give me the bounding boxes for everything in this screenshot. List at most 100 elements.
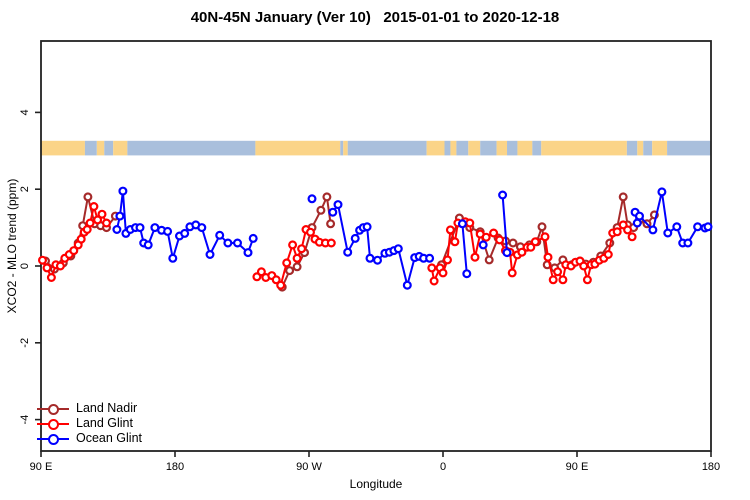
data-point [703, 222, 713, 232]
map-band-ocean-segment [347, 140, 427, 156]
data-point [326, 219, 336, 229]
data-point [478, 240, 488, 250]
map-band-ocean-segment [456, 140, 469, 156]
legend-item-ocean-glint: Ocean Glint [37, 431, 142, 446]
data-point [634, 211, 644, 221]
data-point [429, 276, 439, 286]
data-point [465, 218, 475, 228]
data-point [326, 238, 336, 248]
data-point [135, 223, 145, 233]
map-band [41, 140, 711, 156]
data-point [481, 232, 491, 242]
data-point [328, 207, 338, 217]
data-point [42, 263, 52, 273]
x-tick-label: 90 E [30, 461, 53, 473]
data-point [322, 192, 332, 202]
axes [35, 111, 712, 457]
data-point [537, 222, 547, 232]
data-point [543, 252, 553, 262]
chart-title: 40N-45N January (Ver 10) 2015-01-01 to 2… [190, 9, 560, 26]
legend-item-land-glint: Land Glint [37, 416, 142, 431]
map-band-ocean-segment [643, 140, 653, 156]
series-line [461, 223, 468, 274]
x-axis-title: Longitude [349, 477, 403, 491]
map-band-land-segment [517, 140, 533, 156]
data-point [282, 258, 292, 268]
data-point [316, 205, 326, 215]
data-point [215, 230, 225, 240]
data-point [648, 225, 658, 235]
data-point [540, 232, 550, 242]
data-point [343, 247, 353, 257]
data-point [306, 227, 316, 237]
map-band-ocean-segment [480, 140, 497, 156]
map-band-ocean-segment [507, 140, 518, 156]
series-line [501, 194, 508, 253]
data-point [256, 267, 266, 277]
data-point [627, 232, 637, 242]
map-band-ocean-segment [84, 140, 97, 156]
data-point [85, 218, 95, 228]
data-point [350, 233, 360, 243]
y-tick-label: -4 [19, 415, 31, 425]
data-point [402, 280, 412, 290]
data-point [180, 228, 190, 238]
series-ocean-glint [112, 186, 713, 290]
map-band-ocean-segment [127, 140, 256, 156]
data-point [233, 238, 243, 248]
legend-label: Ocean Glint [76, 431, 143, 445]
data-point [553, 267, 563, 277]
data-point [292, 253, 302, 263]
data-point [558, 275, 568, 285]
ocean-glint-marker-icon [37, 432, 69, 446]
map-band-land-segment [541, 140, 627, 156]
y-tick-label: 4 [19, 109, 31, 115]
series-line [440, 195, 656, 269]
legend-item-land-nadir: Land Nadir [37, 401, 142, 416]
x-tick-label: 90 W [296, 461, 322, 473]
series-line [331, 203, 430, 287]
data-point [307, 194, 317, 204]
data-point [498, 190, 508, 200]
data-point [526, 242, 536, 252]
data-point [362, 222, 372, 232]
data-point [76, 234, 86, 244]
map-band-land-segment [652, 140, 668, 156]
data-point [484, 255, 494, 265]
data-point [243, 248, 253, 258]
data-point [248, 233, 258, 243]
data-point [276, 280, 286, 290]
data-point [443, 255, 453, 265]
data-point [37, 255, 47, 265]
data-point [663, 228, 673, 238]
data-point [197, 223, 207, 233]
data-point [425, 253, 435, 263]
tick-labels: 90 E 180 90 W 0 90 E 180 -4 -2 0 2 4 [19, 109, 720, 473]
x-tick-label: 0 [440, 461, 446, 473]
data-point [223, 238, 233, 248]
data-point [632, 218, 642, 228]
map-band-land-segment [343, 140, 348, 156]
data-point [603, 250, 613, 260]
map-band-ocean-segment [104, 140, 114, 156]
data-point [143, 240, 153, 250]
data-point [271, 275, 281, 285]
plot-box [40, 40, 712, 452]
data-point [89, 202, 99, 212]
data-point [205, 250, 215, 260]
data-point [365, 253, 375, 263]
data-point [445, 225, 455, 235]
map-band-land-segment [96, 140, 105, 156]
y-tick-label: -2 [19, 338, 31, 348]
data-point [693, 222, 703, 232]
data-point [683, 238, 693, 248]
data-point [462, 269, 472, 279]
data-point [612, 227, 622, 237]
data-point [46, 273, 56, 283]
data-point [508, 238, 518, 248]
data-point [83, 192, 93, 202]
data-point [657, 187, 667, 197]
data-point [530, 237, 540, 247]
data-point [427, 263, 437, 273]
